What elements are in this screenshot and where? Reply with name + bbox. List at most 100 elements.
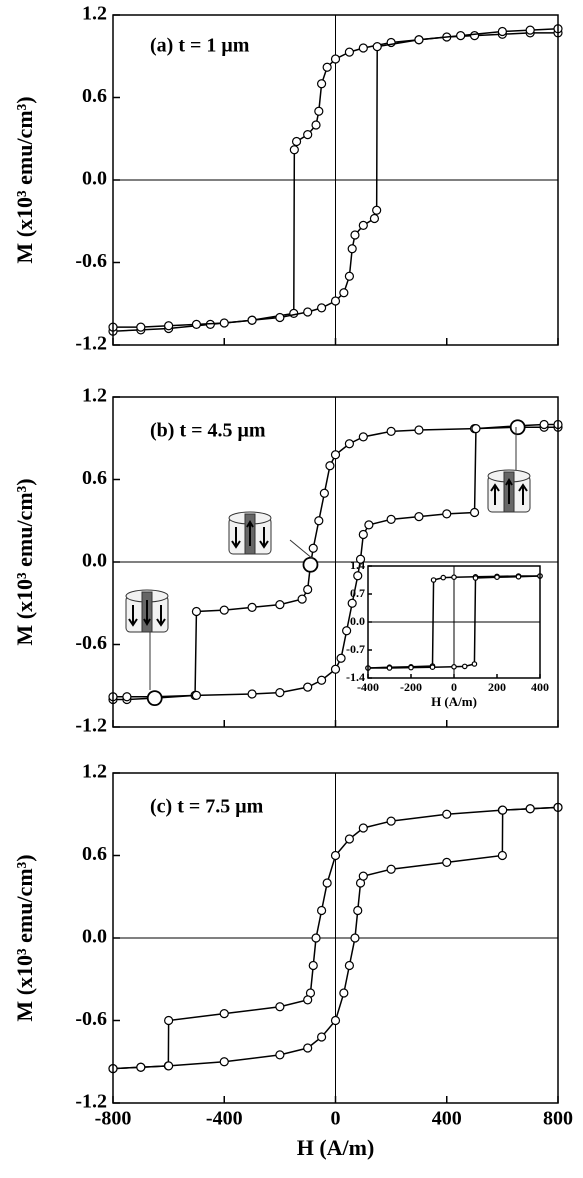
data-point <box>275 312 285 323</box>
data-point <box>344 960 355 971</box>
data-point <box>456 31 466 41</box>
data-point <box>339 988 349 998</box>
data-point <box>330 1015 341 1026</box>
data-point <box>358 823 368 833</box>
data-point <box>303 130 313 140</box>
data-point <box>497 26 507 37</box>
data-point <box>494 574 500 581</box>
data-point <box>442 809 452 819</box>
data-point <box>525 25 535 35</box>
data-point <box>322 878 332 888</box>
plot-frame <box>112 14 559 346</box>
data-point <box>164 321 174 331</box>
data-point <box>344 271 355 281</box>
data-point <box>289 308 299 318</box>
data-point <box>414 425 424 435</box>
data-point <box>342 626 352 636</box>
data-point <box>303 584 313 595</box>
data-point <box>314 106 324 116</box>
data-point <box>325 461 335 471</box>
data-point <box>429 664 436 671</box>
x-tick-label: -800 <box>95 1108 132 1130</box>
data-point <box>515 573 522 580</box>
data-point <box>219 318 229 328</box>
data-point <box>275 1002 285 1012</box>
data-point <box>353 905 363 916</box>
data-point <box>164 1015 174 1026</box>
data-point <box>471 424 481 434</box>
x-tick-label: -400 <box>206 1108 243 1130</box>
y-tick-label: 1.2 <box>82 3 107 25</box>
data-point <box>303 995 313 1005</box>
data-point <box>289 145 299 155</box>
data-point <box>247 602 257 612</box>
data-point <box>386 665 393 671</box>
y-axis-label: M (x10³ emu/cm³) <box>12 96 37 263</box>
y-tick-label: 0.6 <box>82 85 107 107</box>
data-point <box>347 598 357 608</box>
highlight-point <box>302 556 319 573</box>
panel-title: (b) t = 4.5 μm <box>150 420 266 442</box>
y-tick-label: 0.6 <box>82 843 107 865</box>
data-point <box>122 692 132 702</box>
data-point <box>364 520 374 530</box>
x-tick-label: -200 <box>400 680 422 694</box>
data-point <box>311 933 321 943</box>
loop-line <box>112 806 559 1070</box>
data-point <box>219 1009 229 1019</box>
data-point <box>386 514 396 524</box>
data-point <box>442 509 452 519</box>
data-point <box>136 322 146 332</box>
data-point <box>355 554 366 564</box>
y-tick-label: -1.2 <box>75 715 107 737</box>
data-point <box>330 450 341 460</box>
x-axis-label: H (A/m) <box>297 1135 375 1160</box>
data-point <box>414 35 424 45</box>
data-point <box>336 653 346 663</box>
data-point <box>451 663 457 670</box>
data-point <box>314 516 324 526</box>
data-point <box>497 850 507 861</box>
y-tick-label: -1.2 <box>75 1091 107 1113</box>
data-point <box>350 230 360 240</box>
data-point <box>471 661 478 667</box>
data-point <box>191 319 202 329</box>
y-tick-label: -1.2 <box>75 333 107 355</box>
data-point <box>164 1061 174 1071</box>
data-point <box>303 307 313 317</box>
y-tick-label: 0.0 <box>82 926 107 948</box>
data-point <box>275 1050 285 1060</box>
loop-line <box>113 423 558 698</box>
x-tick-label: -400 <box>357 680 379 694</box>
x-tick-label: 400 <box>432 1108 462 1130</box>
data-point <box>330 54 341 64</box>
y-tick-label: 0.7 <box>350 586 365 600</box>
data-point <box>372 42 382 52</box>
data-point <box>136 1062 146 1072</box>
data-point <box>469 31 480 41</box>
data-point <box>191 606 202 617</box>
data-point <box>408 664 414 671</box>
panel: 1.4 0.7 0.0 -0.7 -1.4-400 -200 0 200 400 H (A/m) <box>346 558 549 709</box>
y-tick-label: -0.6 <box>75 632 107 654</box>
data-point <box>461 663 468 670</box>
y-tick-label: 0.0 <box>82 168 107 190</box>
data-point <box>316 1032 327 1042</box>
y-tick-label: 1.4 <box>350 558 365 572</box>
y-tick-label: -0.6 <box>75 1008 107 1030</box>
data-point <box>344 834 355 844</box>
data-point <box>358 43 368 53</box>
icon-right <box>487 427 531 513</box>
data-point <box>386 864 396 874</box>
data-point <box>358 220 368 230</box>
data-point <box>353 571 363 581</box>
data-point <box>344 47 355 57</box>
data-point <box>303 682 313 692</box>
y-tick-label: 1.2 <box>82 385 107 407</box>
data-point <box>414 512 424 522</box>
data-point <box>386 426 396 436</box>
x-tick-label: 800 <box>543 1108 573 1130</box>
y-tick-label: -0.7 <box>346 642 365 656</box>
